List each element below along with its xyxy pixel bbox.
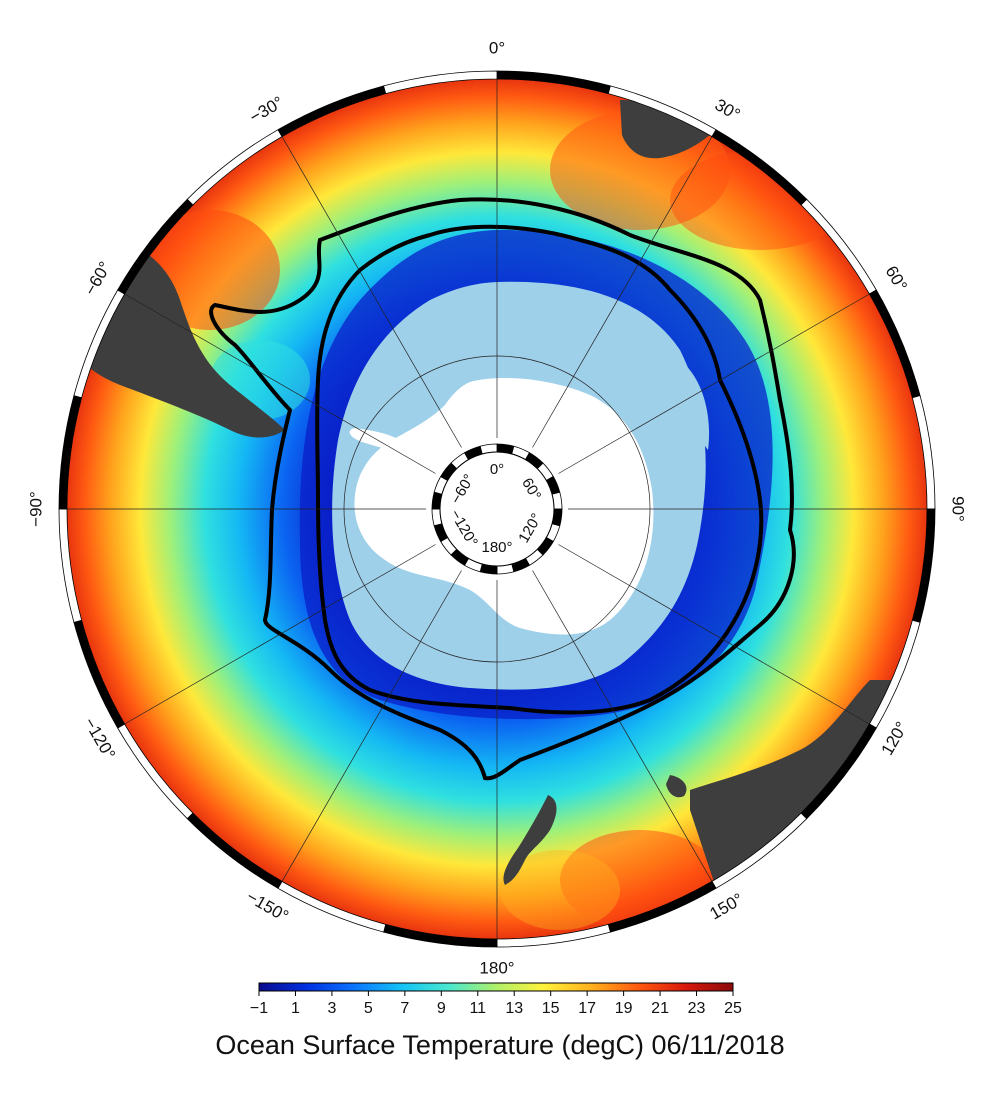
- meridian-line: [281, 136, 462, 448]
- colorbar-tick-label: 21: [651, 1000, 669, 1017]
- outer-longitude-label: −60°: [81, 258, 115, 298]
- outer-frame-ring: [58, 70, 936, 948]
- colorbar-tick-label: 5: [364, 1000, 373, 1017]
- outer-longitude-label: −90°: [26, 491, 45, 527]
- outer-longitude-label: 30°: [712, 95, 744, 124]
- colorbar-tick-label: 19: [615, 1000, 633, 1017]
- new-zealand: [503, 795, 557, 885]
- outer-longitude-label: −150°: [243, 887, 292, 926]
- outer-longitude-label: 60°: [882, 263, 911, 295]
- colorbar-tick-label: 1: [291, 1000, 300, 1017]
- graticule: [67, 79, 927, 939]
- outer-longitude-label: 150°: [707, 889, 747, 923]
- outer-longitude-label: 0°: [489, 38, 505, 57]
- colorbar-tick-label: 17: [578, 1000, 596, 1017]
- frame-segment: [383, 70, 498, 95]
- meridian-line: [532, 136, 713, 448]
- polar-cap-ring: [431, 443, 563, 575]
- colorbar-tick-label: 25: [724, 1000, 742, 1017]
- meridian-line: [558, 544, 870, 725]
- latitude-circle: [343, 355, 651, 663]
- meridian-line: [124, 293, 436, 474]
- polar-cap-center: [439, 451, 555, 567]
- outer-longitude-label: 90°: [949, 496, 968, 522]
- outer-front-contour: [209, 197, 796, 781]
- africa: [620, 100, 715, 159]
- outer-longitude-label: 120°: [877, 719, 911, 759]
- colorbar-tick-label: 23: [688, 1000, 706, 1017]
- colorbar-tick-label: 9: [437, 1000, 446, 1017]
- map-caption: Ocean Surface Temperature (degC) 06/11/2…: [215, 1030, 785, 1060]
- colorbar-ticks: −1 1 3 5 7 9 11 13 15 17 19 21 23 25: [250, 991, 742, 1017]
- meridian-line: [281, 570, 462, 882]
- outer-longitude-label: 180°: [479, 958, 514, 977]
- meridian-line: [124, 544, 436, 725]
- inner-longitude-label: 0°: [490, 461, 504, 478]
- colorbar-tick-label: 11: [469, 1000, 486, 1017]
- sea-ice-tongue: [680, 360, 710, 450]
- tasmania: [666, 775, 687, 798]
- inner-longitude-label: 180°: [481, 539, 512, 556]
- colorbar-tick-label: −1: [250, 1000, 268, 1017]
- colorbar: −1 1 3 5 7 9 11 13 15 17 19 21 23 25: [250, 982, 742, 1017]
- colorbar-tick-label: 3: [327, 1000, 336, 1017]
- meridian-line: [532, 570, 713, 882]
- outer-longitude-label: −120°: [80, 714, 119, 763]
- colorbar-ramp: [258, 982, 734, 992]
- outer-longitude-label: −30°: [246, 93, 286, 127]
- colorbar-tick-label: 13: [505, 1000, 523, 1017]
- colorbar-tick-label: 7: [400, 1000, 409, 1017]
- colorbar-tick-label: 15: [542, 1000, 560, 1017]
- meridian-line: [558, 293, 870, 474]
